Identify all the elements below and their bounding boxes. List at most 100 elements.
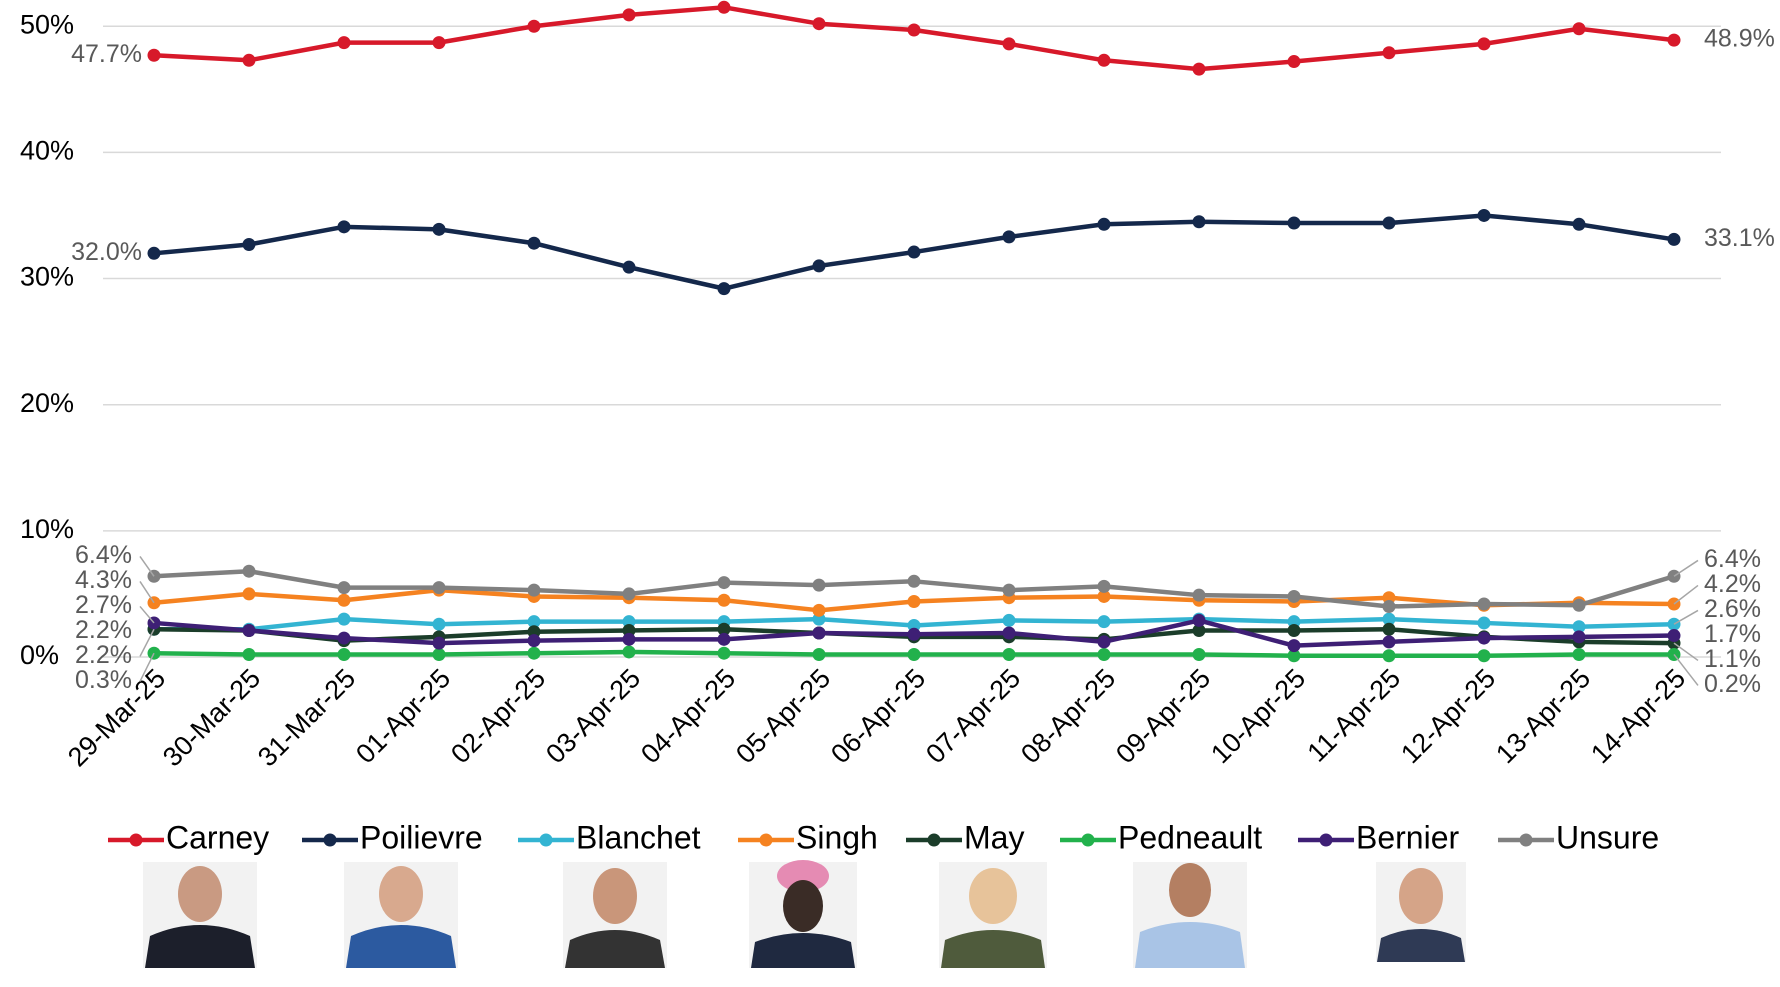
data-point	[1667, 629, 1681, 643]
data-point	[717, 646, 731, 660]
y-tick-label: 40%	[20, 136, 74, 166]
photo	[344, 862, 458, 968]
x-tick-label: 03-Apr-25	[540, 663, 646, 769]
data-point	[432, 36, 446, 50]
data-point	[1287, 55, 1301, 69]
photo	[1376, 862, 1466, 962]
legend-label: Pedneault	[1118, 819, 1262, 855]
data-point	[147, 48, 161, 62]
data-point	[1382, 600, 1396, 614]
data-point	[337, 593, 351, 607]
data-point	[1097, 615, 1111, 629]
data-point	[1477, 208, 1491, 222]
series-line	[153, 5, 1675, 72]
data-label: 2.2%	[75, 616, 132, 644]
data-point	[1477, 616, 1491, 630]
data-point	[1192, 588, 1206, 602]
candidate-photos	[143, 860, 1466, 968]
data-point	[1477, 597, 1491, 611]
leader-line	[1673, 559, 1699, 577]
data-point	[527, 646, 541, 660]
leader-line	[139, 628, 155, 657]
data-label: 1.1%	[1704, 645, 1761, 673]
data-point	[242, 587, 256, 601]
y-tick-label: 0%	[20, 640, 59, 670]
legend-marker	[539, 833, 553, 847]
data-point	[1572, 620, 1586, 634]
data-point	[812, 259, 826, 273]
leader-line	[1673, 642, 1699, 662]
data-label: 0.2%	[1704, 670, 1761, 698]
data-point	[907, 594, 921, 608]
data-point	[1477, 631, 1491, 645]
data-point	[1287, 589, 1301, 603]
data-point	[337, 581, 351, 595]
data-point	[717, 576, 731, 590]
data-point	[1097, 589, 1111, 603]
data-point	[1667, 33, 1681, 47]
legend-label: Poilievre	[360, 819, 483, 855]
data-point	[907, 23, 921, 37]
data-point	[812, 578, 826, 592]
data-point	[1192, 613, 1206, 627]
data-point	[907, 245, 921, 259]
legend-marker	[1519, 833, 1533, 847]
data-label: 6.4%	[1704, 545, 1761, 573]
data-point	[622, 260, 636, 274]
leader-line	[1673, 609, 1699, 625]
legend-marker	[759, 833, 773, 847]
data-point	[1572, 630, 1586, 644]
data-point	[1002, 626, 1016, 640]
x-tick-label: 09-Apr-25	[1110, 663, 1216, 769]
data-point	[717, 632, 731, 646]
data-point	[1192, 62, 1206, 76]
data-point	[1382, 649, 1396, 663]
legend-label: Blanchet	[576, 819, 701, 855]
legend-marker	[129, 833, 143, 847]
data-point	[622, 645, 636, 659]
data-point	[432, 222, 446, 236]
data-point	[242, 564, 256, 578]
photo	[143, 862, 257, 968]
x-tick-label: 14-Apr-25	[1585, 663, 1691, 769]
data-point	[1192, 647, 1206, 661]
legend-label: Carney	[166, 819, 269, 855]
data-point	[242, 237, 256, 251]
photo	[563, 862, 667, 968]
data-label: 2.6%	[1704, 595, 1761, 623]
data-point	[1572, 598, 1586, 612]
data-point	[1572, 22, 1586, 36]
data-point	[812, 17, 826, 31]
data-point	[242, 624, 256, 638]
data-point	[1382, 635, 1396, 649]
legend-label: Singh	[796, 819, 878, 855]
data-point	[337, 36, 351, 50]
data-point	[1477, 649, 1491, 663]
x-tick-label: 11-Apr-25	[1302, 663, 1407, 768]
data-label: 4.3%	[75, 566, 132, 594]
data-point	[432, 617, 446, 631]
x-tick-label: 07-Apr-25	[920, 663, 1026, 769]
data-point	[337, 631, 351, 645]
data-point	[1097, 217, 1111, 231]
data-point	[622, 587, 636, 601]
data-point	[907, 627, 921, 641]
photo	[1133, 862, 1247, 968]
data-point	[1097, 635, 1111, 649]
data-label: 1.7%	[1704, 620, 1761, 648]
data-point	[1192, 215, 1206, 229]
data-point	[812, 647, 826, 661]
x-tick-label: 01-Apr-25	[350, 663, 456, 769]
y-tick-label: 50%	[20, 9, 74, 39]
y-tick-label: 30%	[20, 262, 74, 292]
photo	[939, 862, 1047, 968]
data-point	[432, 636, 446, 650]
data-point	[527, 236, 541, 250]
legend-label: Bernier	[1356, 819, 1460, 855]
data-point	[337, 647, 351, 661]
data-point	[717, 622, 731, 636]
data-label: 2.2%	[75, 641, 132, 669]
x-tick-label: 04-Apr-25	[635, 663, 741, 769]
data-point	[1572, 217, 1586, 231]
